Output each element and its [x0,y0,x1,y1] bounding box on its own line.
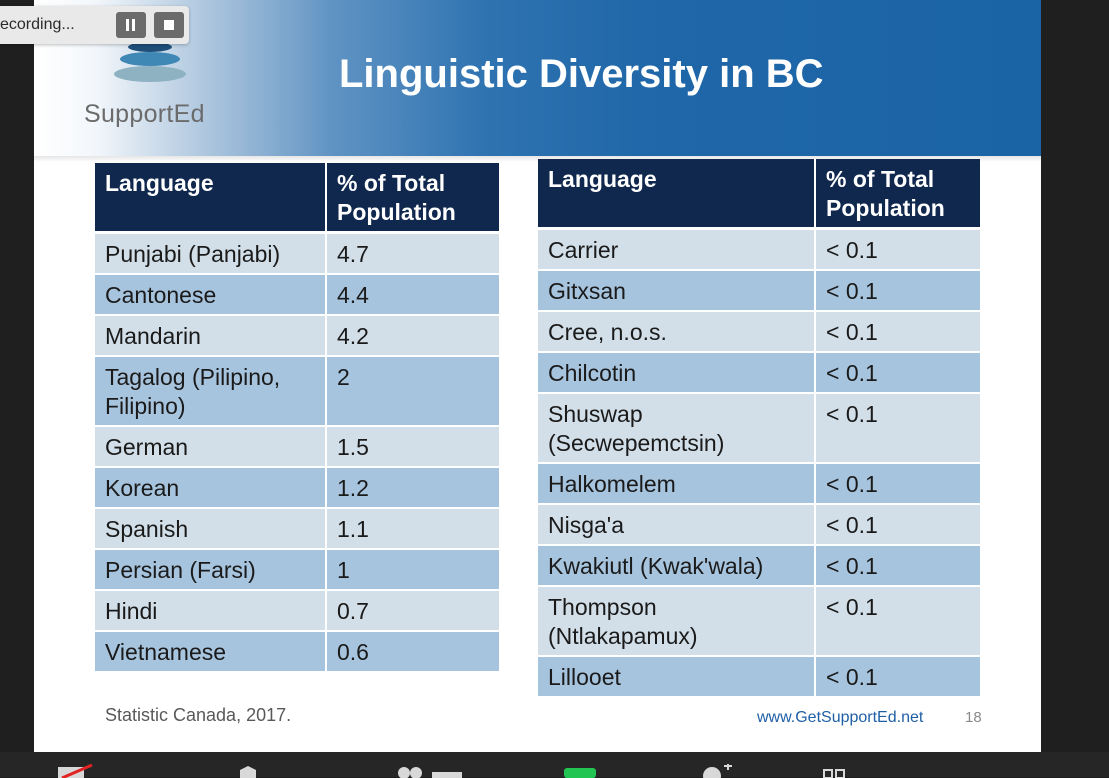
language-cell: Hindi [95,591,327,632]
right-sidebar [1041,0,1109,752]
header-percent: % of Total Population [327,163,499,234]
recording-indicator: ecording... [0,6,189,44]
language-cell: Halkomelem [538,464,816,505]
table-row: Mandarin 4.2 [95,316,499,357]
language-cell: Carrier [538,230,816,271]
percent-cell: < 0.1 [816,546,980,587]
more-icon[interactable] [822,764,852,778]
percent-cell: 1.5 [327,427,499,468]
mute-icon[interactable] [236,764,266,778]
left-language-table: Language % of Total Population Punjabi (… [95,163,499,673]
language-cell: Nisga'a [538,505,816,546]
percent-cell: 1.2 [327,468,499,509]
language-cell: Persian (Farsi) [95,550,327,591]
table-row: Persian (Farsi) 1 [95,550,499,591]
table-row: German 1.5 [95,427,499,468]
percent-cell: < 0.1 [816,657,980,698]
percent-cell: < 0.1 [816,353,980,394]
table-row: Chilcotin < 0.1 [538,353,980,394]
table-row: Hindi 0.7 [95,591,499,632]
table-header-row: Language % of Total Population [95,163,499,234]
percent-cell: < 0.1 [816,394,980,464]
percent-cell: < 0.1 [816,271,980,312]
video-off-icon[interactable] [56,764,96,778]
source-citation: Statistic Canada, 2017. [105,705,292,725]
header-shadow [34,156,1041,162]
table-row: Korean 1.2 [95,468,499,509]
percent-cell: 1 [327,550,499,591]
percent-cell: < 0.1 [816,312,980,353]
meeting-toolbar [0,752,1109,777]
percent-cell: 1.1 [327,509,499,550]
percent-cell: < 0.1 [816,587,980,657]
slide: SupportEd Linguistic Diversity in BC Lan… [34,0,1041,752]
right-language-table: Language % of Total Population Carrier < … [538,159,980,698]
table-row: Nisga'a < 0.1 [538,505,980,546]
pause-icon[interactable] [116,12,146,38]
table-row: Cree, n.o.s. < 0.1 [538,312,980,353]
recording-label: ecording... [0,16,75,33]
table-row: Thompson (Ntlakapamux) < 0.1 [538,587,980,657]
percent-cell: 0.6 [327,632,499,673]
header-percent: % of Total Population [816,159,980,230]
participants-icon[interactable] [396,764,466,778]
language-cell: Kwakiutl (Kwak'wala) [538,546,816,587]
table-header-row: Language % of Total Population [538,159,980,230]
share-icon[interactable] [562,764,598,778]
language-cell: Punjabi (Panjabi) [95,234,327,275]
language-cell: Cantonese [95,275,327,316]
language-cell: Lillooet [538,657,816,698]
language-cell: Gitxsan [538,271,816,312]
page-number: 18 [965,709,982,726]
language-cell: Vietnamese [95,632,327,673]
slide-header [34,0,1041,156]
percent-cell: 4.2 [327,316,499,357]
language-cell: Tagalog (Pilipino, Filipino) [95,357,327,427]
percent-cell: 4.4 [327,275,499,316]
header-language: Language [95,163,327,234]
language-cell: Spanish [95,509,327,550]
table-row: Spanish 1.1 [95,509,499,550]
percent-cell: 2 [327,357,499,427]
language-cell: Shuswap (Secwepemctsin) [538,394,816,464]
logo-text: SupportEd [84,100,205,128]
percent-cell: 0.7 [327,591,499,632]
table-row: Tagalog (Pilipino, Filipino) 2 [95,357,499,427]
reactions-icon[interactable] [700,764,734,778]
slide-title: Linguistic Diversity in BC [339,52,824,96]
header-language: Language [538,159,816,230]
percent-cell: < 0.1 [816,505,980,546]
website-link[interactable]: www.GetSupportEd.net [757,709,924,726]
language-cell: Korean [95,468,327,509]
language-cell: Mandarin [95,316,327,357]
language-cell: Chilcotin [538,353,816,394]
table-row: Kwakiutl (Kwak'wala) < 0.1 [538,546,980,587]
table-row: Gitxsan < 0.1 [538,271,980,312]
language-cell: Cree, n.o.s. [538,312,816,353]
table-row: Lillooet < 0.1 [538,657,980,698]
table-row: Shuswap (Secwepemctsin) < 0.1 [538,394,980,464]
language-cell: Thompson (Ntlakapamux) [538,587,816,657]
percent-cell: < 0.1 [816,230,980,271]
percent-cell: 4.7 [327,234,499,275]
stop-icon[interactable] [154,12,184,38]
table-row: Punjabi (Panjabi) 4.7 [95,234,499,275]
percent-cell: < 0.1 [816,464,980,505]
table-row: Carrier < 0.1 [538,230,980,271]
table-row: Halkomelem < 0.1 [538,464,980,505]
table-row: Vietnamese 0.6 [95,632,499,673]
language-cell: German [95,427,327,468]
table-row: Cantonese 4.4 [95,275,499,316]
